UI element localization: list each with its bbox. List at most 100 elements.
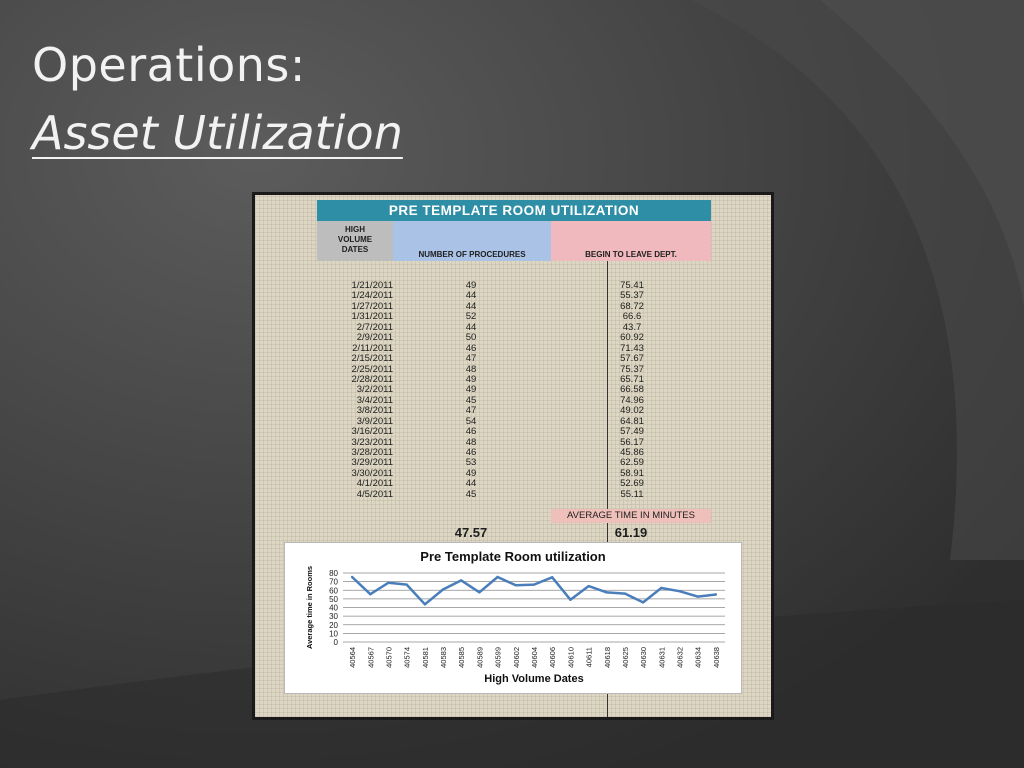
row-date: 3/8/2011 <box>356 405 393 417</box>
row-date: 2/9/2011 <box>356 332 393 344</box>
data-point <box>369 593 372 596</box>
data-point <box>641 601 645 604</box>
data-point <box>478 591 481 594</box>
row-procedures: 54 <box>465 415 477 427</box>
row-time: 64.81 <box>620 415 644 427</box>
row-time: 55.11 <box>620 488 644 500</box>
y-tick-label: 20 <box>329 621 338 630</box>
row-procedures: 48 <box>465 436 477 448</box>
x-tick-label: 40602 <box>512 647 521 668</box>
average-procedures: 47.57 <box>454 525 488 540</box>
row-time: 60.92 <box>620 332 644 344</box>
row-date: 3/2/2011 <box>356 384 393 396</box>
row-procedures: 44 <box>465 300 477 312</box>
column-divider <box>607 261 608 717</box>
y-tick-label: 40 <box>329 604 338 613</box>
row-time: 75.37 <box>620 363 644 375</box>
x-tick-label: 40570 <box>384 647 393 668</box>
procedures-column: 49 44 44 52 44 50 46 47 48 49 49 45 47 54 46 48 46 53 49 44… <box>441 280 501 500</box>
row-date: 4/5/2011 <box>356 488 393 500</box>
data-point <box>623 592 627 595</box>
x-tick-label: 40630 <box>639 647 648 668</box>
row-date: 2/25/2011 <box>351 363 393 375</box>
row-date: 1/31/2011 <box>351 311 393 323</box>
row-date: 3/29/2011 <box>351 457 393 469</box>
row-procedures: 45 <box>465 394 477 406</box>
data-point <box>551 576 554 579</box>
average-label: AVERAGE TIME IN MINUTES <box>551 509 711 523</box>
row-time: 66.6 <box>622 311 642 323</box>
y-tick-label: 70 <box>329 578 338 587</box>
row-procedures: 46 <box>465 447 477 458</box>
row-date: 2/11/2011 <box>352 342 393 354</box>
row-date: 3/9/2011 <box>356 415 393 427</box>
row-procedures: 49 <box>465 373 477 385</box>
row-procedures: 47 <box>465 405 477 417</box>
data-point <box>460 579 463 582</box>
row-date: 1/21/2011 <box>351 280 393 291</box>
x-tick-label: 40611 <box>585 647 594 667</box>
row-procedures: 46 <box>465 426 477 438</box>
row-procedures: 47 <box>465 353 477 365</box>
x-tick-label: 40567 <box>366 647 375 668</box>
x-tick-label: 40632 <box>676 647 685 668</box>
row-time: 66.58 <box>620 384 644 396</box>
x-tick-label: 40638 <box>712 647 721 668</box>
y-tick-label: 0 <box>334 638 339 647</box>
row-date: 3/16/2011 <box>351 426 393 438</box>
row-procedures: 53 <box>465 457 477 469</box>
row-date: 1/27/2011 <box>351 300 393 312</box>
header-time: BEGIN TO LEAVE DEPT. <box>551 221 711 261</box>
row-time: 58.91 <box>620 467 644 479</box>
row-time: 43.7 <box>622 321 642 333</box>
row-procedures: 44 <box>465 478 477 490</box>
row-procedures: 49 <box>465 280 477 291</box>
y-tick-label: 50 <box>329 595 338 604</box>
y-tick-label: 80 <box>329 569 338 578</box>
header-dates-line: HIGH <box>344 225 365 234</box>
row-time: 68.72 <box>620 300 644 312</box>
data-point <box>660 586 663 590</box>
row-date: 3/23/2011 <box>351 436 393 448</box>
data-point <box>569 598 572 601</box>
header-dates-line: DATES <box>341 245 369 254</box>
series-line <box>351 575 717 606</box>
data-point <box>714 593 718 596</box>
chart-title: Pre Template Room utilization <box>420 549 605 564</box>
row-time: 75.41 <box>620 280 644 291</box>
row-date: 3/28/2011 <box>351 447 393 458</box>
x-tick-label: 40634 <box>694 647 703 668</box>
data-point <box>441 588 445 591</box>
data-point <box>405 583 408 586</box>
x-tick-label: 40618 <box>603 647 612 668</box>
row-date: 2/28/2011 <box>351 373 393 385</box>
average-time: 61.19 <box>614 525 648 540</box>
data-point <box>514 584 517 587</box>
row-time: 71.43 <box>620 342 644 354</box>
data-point <box>350 575 354 579</box>
x-tick-label: 40606 <box>548 647 557 668</box>
chart-svg: Pre Template Room utilization 01020304050… <box>305 549 725 685</box>
x-tick-label: 40583 <box>439 647 448 668</box>
row-time: 56.17 <box>620 436 644 448</box>
y-axis-label: Average time in Rooms <box>305 566 314 649</box>
row-procedures: 44 <box>465 321 477 333</box>
row-time: 57.49 <box>620 426 644 438</box>
row-date: 3/30/2011 <box>351 467 393 479</box>
x-tick-label: 40589 <box>475 647 484 668</box>
header-dates-line: VOLUME <box>337 235 373 244</box>
row-date: 4/1/2011 <box>356 478 393 490</box>
data-point <box>696 595 699 598</box>
row-date: 2/7/2011 <box>356 321 393 333</box>
row-time: 45.86 <box>620 447 644 458</box>
x-tick-label: 40599 <box>494 647 503 668</box>
table-banner: PRE TEMPLATE ROOM UTILIZATION <box>317 200 711 221</box>
row-time: 65.71 <box>620 373 644 385</box>
header-procedures: NUMBER OF PROCEDURES <box>393 221 551 261</box>
row-procedures: 45 <box>465 488 477 500</box>
data-point <box>605 591 608 594</box>
row-procedures: 49 <box>465 467 477 479</box>
row-procedures: 44 <box>465 290 477 302</box>
row-procedures: 46 <box>465 342 477 354</box>
slide-title: Operations: <box>32 38 306 92</box>
